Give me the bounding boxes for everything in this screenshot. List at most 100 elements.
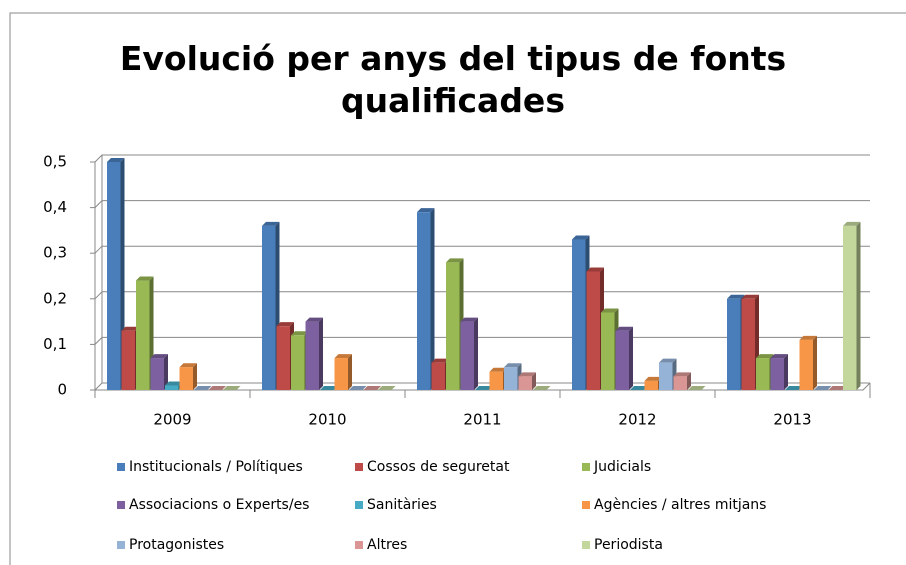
bar	[601, 312, 615, 390]
bar-top	[417, 208, 435, 213]
bar	[799, 339, 813, 390]
bar-top	[431, 358, 449, 363]
bar	[615, 330, 629, 390]
legend-swatch	[582, 541, 590, 549]
legend-label: Sanitàries	[367, 497, 437, 513]
y-tick-label: 0	[57, 381, 67, 399]
legend-swatch	[355, 463, 363, 471]
legend-label: Associacions o Experts/es	[129, 497, 309, 513]
bar-top	[363, 386, 381, 390]
bar-top	[460, 317, 478, 322]
bar	[518, 376, 532, 390]
bar-top	[291, 331, 309, 336]
y-tick-label: 0,4	[43, 198, 67, 216]
x-tick-label: 2012	[618, 411, 656, 429]
legend-swatch	[355, 501, 363, 509]
bar-side	[430, 208, 435, 390]
bar-top	[208, 386, 226, 390]
bar-top	[121, 326, 139, 331]
bar-top	[107, 158, 125, 162]
bar-top	[262, 221, 280, 226]
bar-top	[673, 372, 691, 377]
bar-side	[193, 363, 197, 390]
legend-swatch	[117, 501, 125, 509]
bar	[489, 371, 503, 390]
x-tick-label: 2013	[773, 411, 811, 429]
bar-top	[828, 386, 846, 390]
bar-side	[784, 354, 788, 390]
bar	[770, 358, 784, 390]
bar	[843, 225, 857, 390]
bar-top	[644, 376, 662, 381]
bar	[756, 358, 770, 390]
y-tick-label: 0,1	[43, 335, 67, 353]
y-tick-label: 0,5	[43, 153, 67, 171]
bar-top	[756, 354, 774, 359]
title-line: Evolució per anys del tipus de fonts	[120, 39, 786, 78]
legend-label: Periodista	[594, 537, 663, 553]
bar-top	[659, 358, 677, 363]
bar-top	[601, 308, 619, 313]
legend-label: Judicials	[593, 459, 651, 475]
bar-top	[518, 372, 536, 377]
legend-label: Agències / altres mitjans	[594, 497, 766, 513]
legend-label: Protagonistes	[129, 537, 224, 553]
legend-swatch	[355, 541, 363, 549]
bar-side	[319, 317, 323, 390]
legend-swatch	[582, 501, 590, 509]
legend-label: Cossos de seguretat	[367, 459, 510, 475]
bar	[305, 321, 319, 390]
bar-side	[164, 354, 168, 390]
bar	[446, 262, 460, 390]
bar-top	[799, 335, 817, 340]
bar	[291, 335, 305, 390]
bar-top	[572, 235, 590, 240]
grid-line	[94, 154, 870, 163]
bar-top	[378, 386, 396, 390]
bar-top	[533, 386, 551, 390]
bar-top	[630, 386, 648, 390]
bar	[417, 212, 431, 390]
bar-top	[727, 294, 745, 299]
bar-side	[474, 317, 478, 390]
bar	[572, 239, 586, 390]
bar-top	[179, 363, 197, 368]
grid-line	[94, 200, 870, 208]
bar-top	[223, 386, 241, 390]
bar-top	[475, 386, 493, 390]
x-tick-label: 2010	[308, 411, 346, 429]
title-line: qualificades	[341, 81, 565, 120]
bar-top	[136, 276, 154, 281]
bar-side	[629, 326, 633, 390]
bar	[136, 280, 150, 390]
bar-top	[814, 386, 832, 390]
bar-side	[813, 335, 817, 390]
bar	[121, 330, 135, 390]
bar	[262, 225, 276, 390]
bar-top	[770, 354, 788, 359]
bar	[460, 321, 474, 390]
bar-side	[348, 354, 352, 390]
legend-swatch	[117, 541, 125, 549]
bar	[644, 380, 658, 390]
bar	[431, 362, 445, 390]
bar	[673, 376, 687, 390]
y-tick-label: 0,2	[43, 289, 67, 307]
bar	[107, 162, 121, 390]
bar-top	[276, 322, 294, 327]
bar-top	[334, 354, 352, 359]
bar-top	[446, 258, 464, 263]
bar-side	[532, 372, 536, 390]
legend-swatch	[117, 463, 125, 471]
bar-top	[688, 386, 706, 390]
bar	[586, 271, 600, 390]
grid-line	[94, 291, 870, 300]
x-tick-label: 2011	[463, 411, 501, 429]
chart-title: Evolució per anys del tipus de fonts qual…	[120, 39, 786, 120]
bar-top	[615, 326, 633, 331]
bar-top	[320, 386, 338, 390]
bar-top	[586, 267, 604, 272]
bar-top	[194, 386, 212, 390]
bar	[727, 298, 741, 390]
bar-side	[687, 372, 691, 390]
